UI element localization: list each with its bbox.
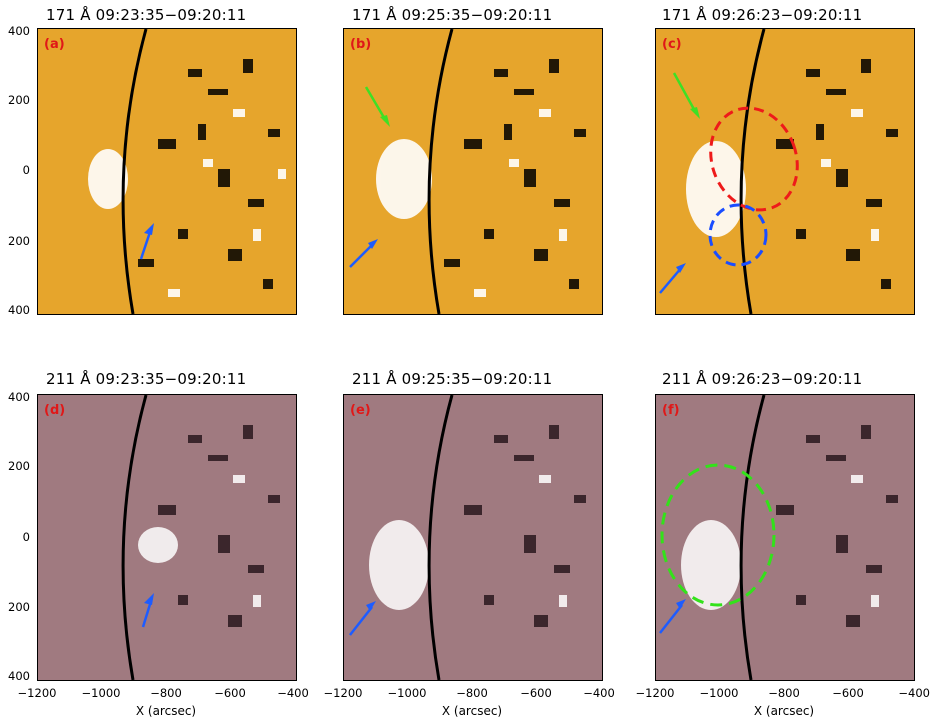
ytick-label: 400	[8, 24, 30, 38]
ytick-label: 400	[8, 390, 30, 404]
panel-a-label: (a)	[44, 37, 65, 52]
x-axis-label: X (arcsec)	[441, 704, 503, 718]
panel-c: (c)	[655, 28, 915, 315]
xtick-label: −400	[583, 686, 615, 700]
ytick-label: 200	[8, 93, 30, 107]
panel-a: (a)	[37, 28, 297, 315]
panel-b: (b)	[343, 28, 603, 315]
xtick-label: −1200	[635, 686, 675, 700]
xtick-label: −400	[898, 686, 930, 700]
ytick-label: 200	[8, 600, 30, 614]
xtick-label: −1200	[323, 686, 363, 700]
xtick-label: −600	[520, 686, 552, 700]
panel-a-image	[38, 29, 296, 314]
ytick-label: 400	[8, 669, 30, 683]
panel-c-image	[656, 29, 914, 314]
panel-d-title: 211 Å 09:23:35−09:20:11	[46, 370, 247, 388]
panel-a-title: 171 Å 09:23:35−09:20:11	[46, 6, 247, 24]
panel-e-title: 211 Å 09:25:35−09:20:11	[352, 370, 553, 388]
panel-e-label: (e)	[350, 403, 371, 418]
x-axis-label: X (arcsec)	[753, 704, 815, 718]
xtick-label: −400	[277, 686, 309, 700]
panel-c-label: (c)	[662, 37, 682, 52]
ytick-label: 400	[8, 303, 30, 317]
xtick-label: −800	[150, 686, 182, 700]
xtick-label: −1000	[699, 686, 739, 700]
panel-d-image	[38, 395, 296, 680]
xtick-label: −1000	[387, 686, 427, 700]
panel-f-title: 211 Å 09:26:23−09:20:11	[662, 370, 863, 388]
panel-e-image	[344, 395, 602, 680]
panel-f: (f)	[655, 394, 915, 681]
xtick-label: −1200	[17, 686, 57, 700]
panel-c-title: 171 Å 09:26:23−09:20:11	[662, 6, 863, 24]
panel-f-image	[656, 395, 914, 680]
panel-e: (e)	[343, 394, 603, 681]
xtick-label: −800	[768, 686, 800, 700]
ytick-label: 0	[22, 163, 30, 177]
panel-b-image	[344, 29, 602, 314]
panel-b-label: (b)	[350, 37, 372, 52]
xtick-label: −600	[832, 686, 864, 700]
ytick-label: 0	[22, 530, 30, 544]
ytick-label: 200	[8, 234, 30, 248]
panel-d-label: (d)	[44, 403, 66, 418]
panel-f-label: (f)	[662, 403, 680, 418]
panel-d: (d)	[37, 394, 297, 681]
panel-b-title: 171 Å 09:25:35−09:20:11	[352, 6, 553, 24]
xtick-label: −1000	[81, 686, 121, 700]
xtick-label: −600	[214, 686, 246, 700]
xtick-label: −800	[456, 686, 488, 700]
x-axis-label: X (arcsec)	[135, 704, 197, 718]
ytick-label: 200	[8, 459, 30, 473]
